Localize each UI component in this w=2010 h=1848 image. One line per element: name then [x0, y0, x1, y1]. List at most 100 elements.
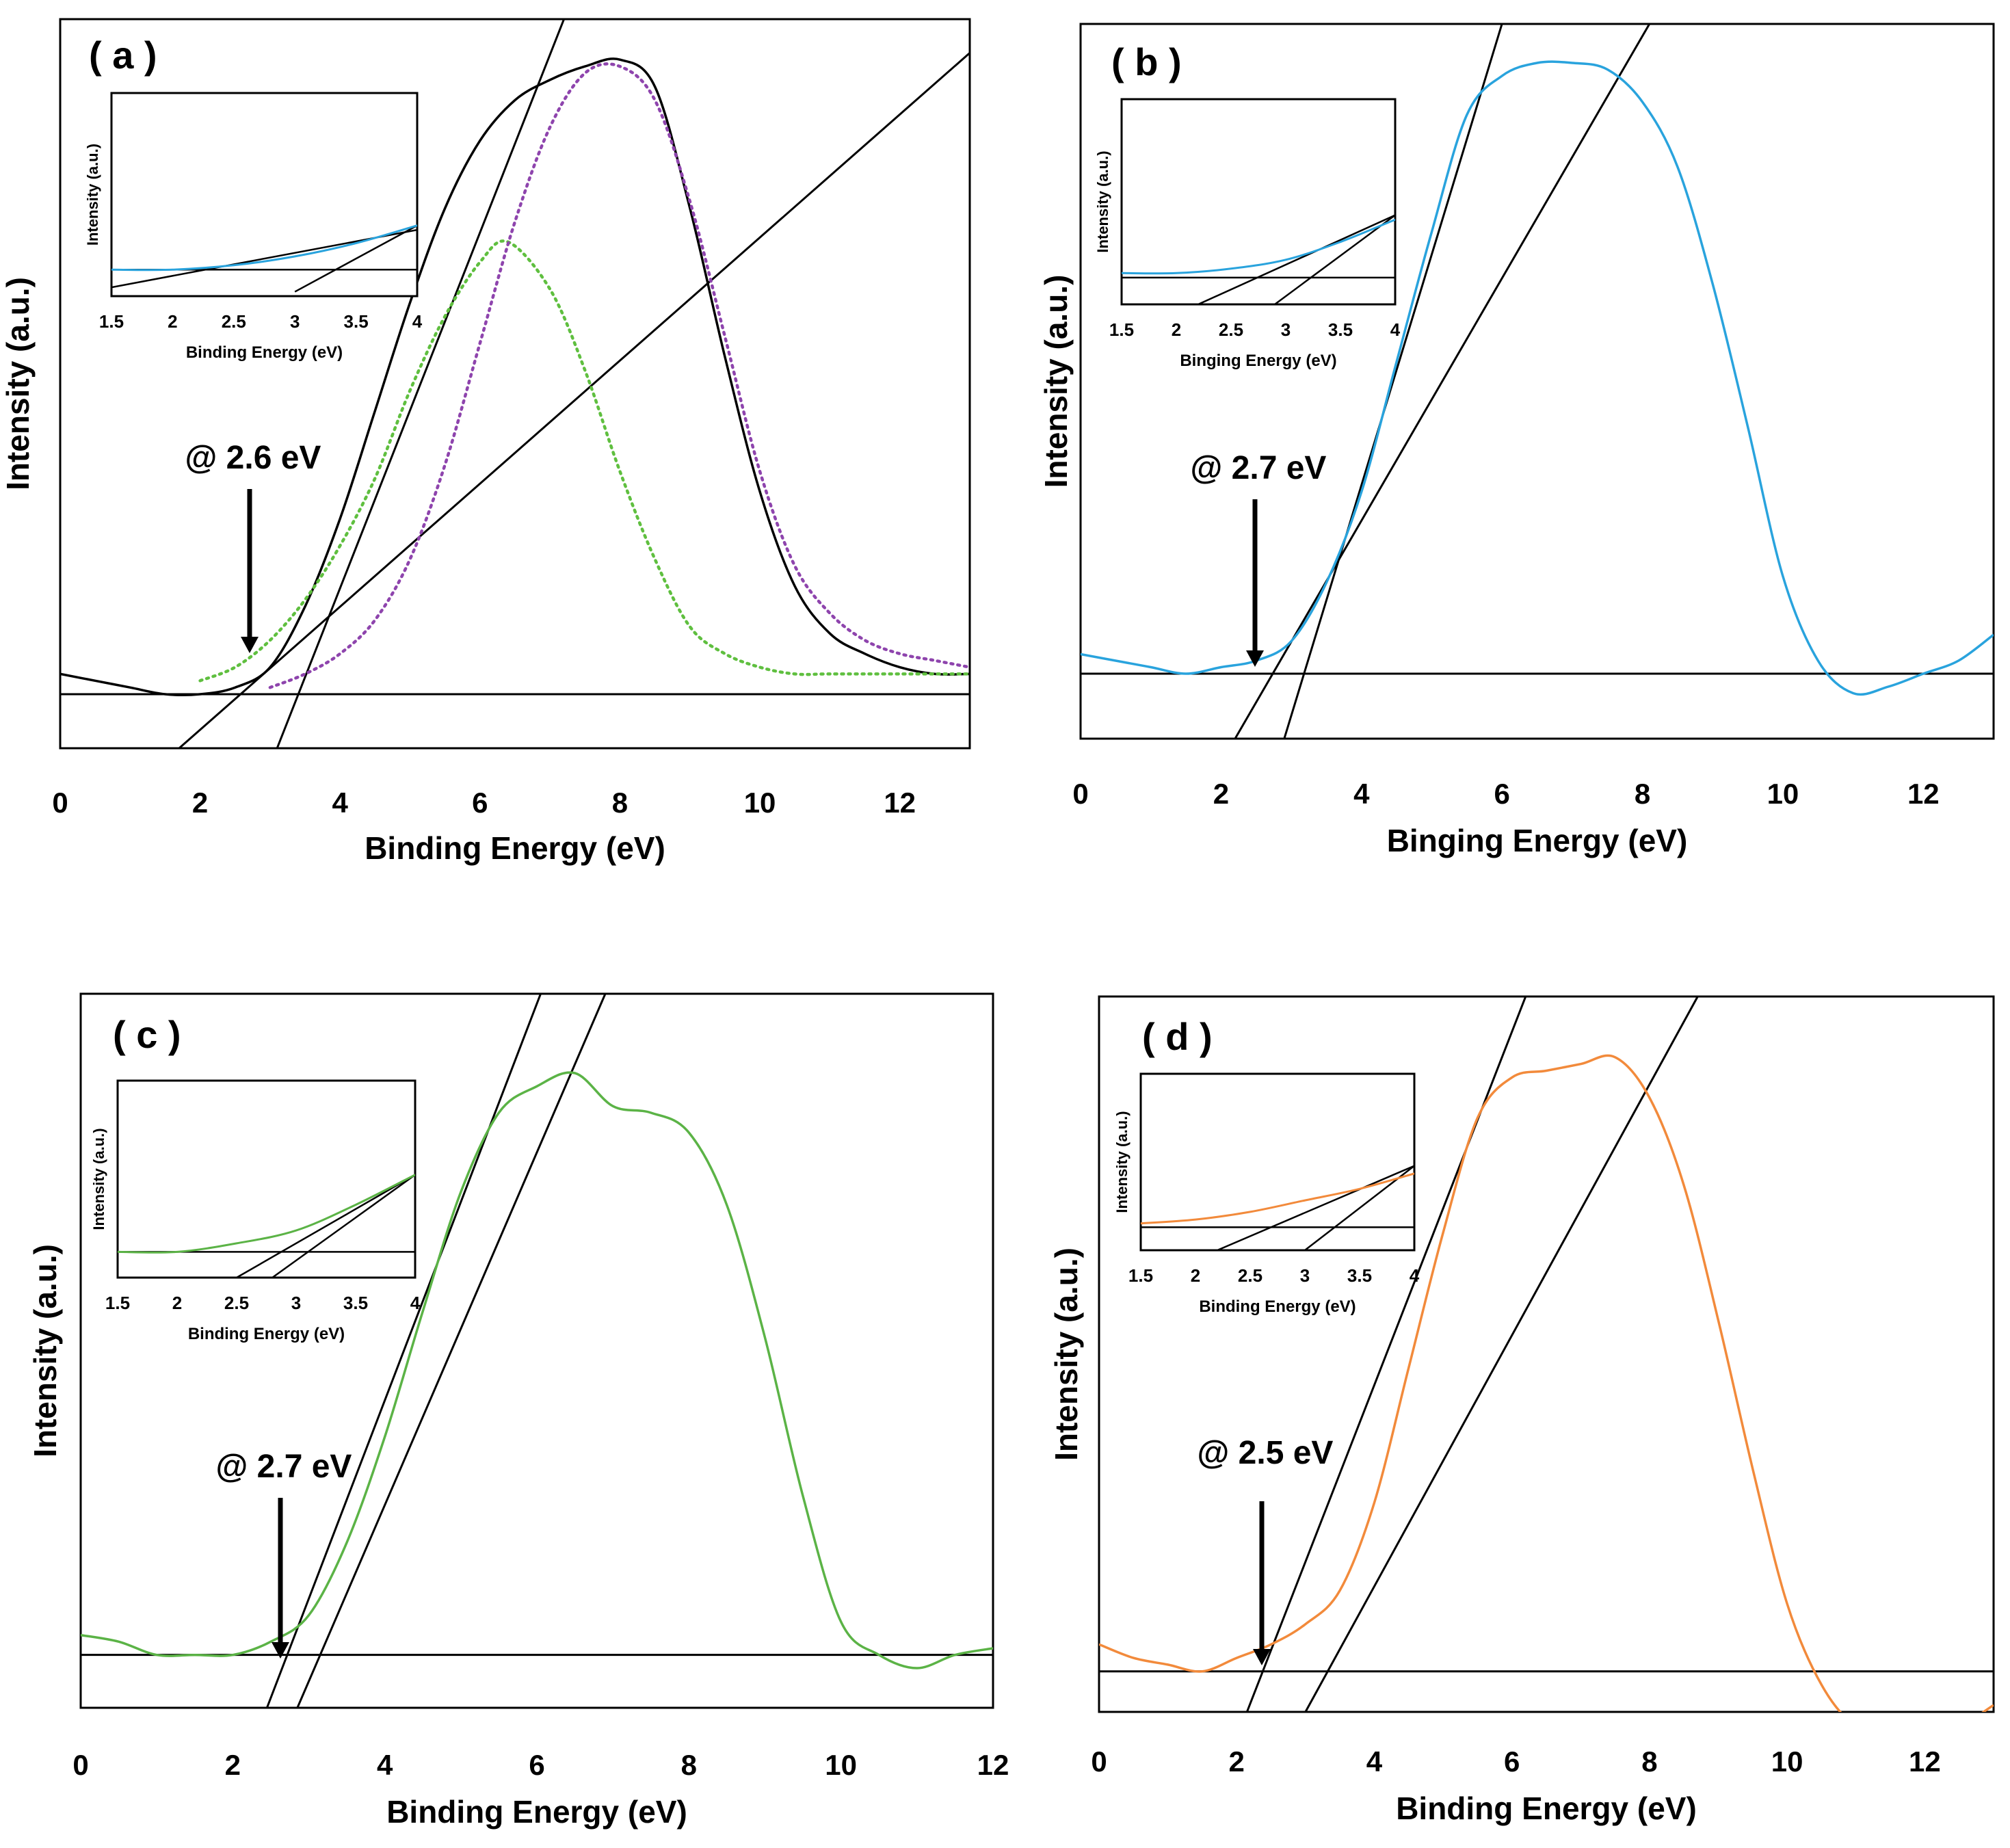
panel-b-inset-xtick-label: 4: [1390, 319, 1401, 340]
panel-c-inset-plot-area: [118, 1174, 415, 1278]
panel-b-inset-xtick-label: 3: [1281, 319, 1291, 340]
panel-b-fit-line-1: [1234, 24, 1651, 739]
panel-d-arrow-head: [1253, 1649, 1271, 1665]
panel-c-xtick-label: 10: [825, 1749, 857, 1781]
panel-a-xtick-label: 2: [192, 787, 208, 819]
panel-c-inset: 1.5 2 2.5 3 3.5 4 Binding Energy (eV) Intensity…: [90, 1079, 421, 1343]
panel-b-inset-fit-line-1: [1198, 214, 1395, 304]
panel-d-label: ( d ): [1142, 1015, 1213, 1058]
panel-c-fit-line-2: [296, 994, 607, 1708]
panel-c-inset-xtick-label: 1.5: [105, 1293, 130, 1313]
panel-a-inset-series-spectrum: [111, 224, 417, 272]
panel-b-fit-line-2: [1283, 24, 1503, 739]
panel-d-xtick-label: 10: [1771, 1745, 1803, 1778]
panel-d-inset-ylabel: Intensity (a.u.): [1113, 1111, 1130, 1213]
panel-b-label: ( b ): [1111, 40, 1182, 83]
panel-c-inset-ylabel: Intensity (a.u.): [90, 1128, 107, 1230]
panel-a-annotation: @ 2.6 eV: [185, 440, 321, 476]
panel-c: 0 2 4 6 8 10 12 Binding Energy (eV) Intensity (a…: [27, 992, 1009, 1830]
panel-c-inset-xlabel: Binding Energy (eV): [188, 1325, 345, 1343]
panel-b-inset-plot-area: [1122, 214, 1395, 304]
panel-a-xtick-label: 0: [52, 787, 68, 819]
panel-d-inset-xtick-label: 3.5: [1347, 1265, 1372, 1286]
panel-a-xtick-label: 6: [472, 787, 488, 819]
panel-b-inset-xtick-label: 2: [1172, 319, 1181, 340]
panel-a-xtick-label: 4: [332, 787, 349, 819]
panel-b-xlabel: Binging Energy (eV): [1387, 823, 1688, 858]
panel-b-xtick-label: 10: [1767, 778, 1799, 810]
panel-a-xtick-label: 10: [744, 787, 776, 819]
panel-a-inset-xlabel: Binding Energy (eV): [186, 343, 343, 362]
panel-a-fit-line-2: [276, 19, 566, 748]
panel-d-xtick-label: 6: [1504, 1745, 1520, 1778]
panel-d-series-spectrum: [1099, 1054, 1994, 1712]
panel-b-inset-frame: [1120, 98, 1397, 306]
panel-d-inset-xtick-label: 2.5: [1238, 1265, 1262, 1286]
panel-a: 0 2 4 6 8 10 12 Binding Energy (eV) Intensity (a…: [0, 18, 971, 866]
panel-c-label: ( c ): [113, 1013, 181, 1056]
panel-a-inset: 1.5 2 2.5 3 3.5 4 Binding Energy (eV) Intensity…: [84, 92, 423, 362]
panel-b-plot-area: [1081, 24, 1994, 739]
panel-c-xtick-label: 8: [681, 1749, 697, 1781]
panel-a-inset-xtick-label: 3: [290, 311, 300, 332]
panel-a-plot-area: [60, 19, 970, 748]
panel-c-inset-xtick-label: 2: [172, 1293, 182, 1313]
panel-a-inset-xtick-label: 4: [412, 311, 423, 332]
panel-d-inset-xtick-label: 3: [1300, 1265, 1310, 1286]
panel-c-xlabel: Binding Energy (eV): [386, 1794, 687, 1830]
panel-a-inset-fit-line-2: [294, 224, 417, 293]
panel-d-xtick-label: 8: [1641, 1745, 1657, 1778]
panel-b-inset-xtick-label: 3.5: [1328, 319, 1353, 340]
panel-c-plot-area: [81, 994, 993, 1708]
panel-a-inset-plot-area: [111, 224, 417, 293]
panel-c-inset-fit-line-1: [236, 1174, 415, 1278]
panel-d-inset-xtick-label: 4: [1410, 1265, 1420, 1286]
panel-b-inset-ylabel: Intensity (a.u.): [1094, 150, 1111, 252]
panel-a-series-gaussian-2: [268, 62, 970, 689]
panel-c-ylabel: Intensity (a.u.): [27, 1244, 63, 1457]
panel-b-inset-xlabel: Binging Energy (eV): [1180, 352, 1336, 370]
panel-b-series-spectrum: [1081, 60, 1994, 696]
panel-a-series-spectrum: [60, 57, 970, 697]
panel-b-ylabel: Intensity (a.u.): [1038, 275, 1074, 488]
panel-c-xtick-label: 12: [977, 1749, 1009, 1781]
panel-c-inset-xtick-label: 3: [291, 1293, 301, 1313]
panel-a-series-gaussian-1: [198, 239, 970, 683]
panel-b-xtick-label: 6: [1494, 778, 1509, 810]
panel-a-inset-xtick-label: 2.5: [222, 311, 246, 332]
panel-b-xtick-label: 8: [1635, 778, 1650, 810]
panel-b-xtick-label: 12: [1907, 778, 1940, 810]
panel-a-label: ( a ): [89, 34, 157, 77]
panel-a-fit-line-1: [178, 52, 970, 748]
panel-c-arrow-head: [272, 1642, 289, 1659]
panel-b-inset: 1.5 2 2.5 3 3.5 4 Binging Energy (eV) Intensity…: [1094, 98, 1401, 370]
panel-b-inset-xtick-label: 2.5: [1219, 319, 1243, 340]
panel-c-xtick-label: 6: [529, 1749, 544, 1781]
panel-d-ylabel: Intensity (a.u.): [1048, 1248, 1084, 1461]
panel-d-xtick-label: 12: [1909, 1745, 1941, 1778]
panel-b: 0 2 4 6 8 10 12 Binging Energy (eV) Intensity (a…: [1038, 23, 1995, 858]
panel-d-xlabel: Binding Energy (eV): [1396, 1791, 1697, 1826]
panel-d-inset-series-spectrum: [1141, 1172, 1414, 1225]
panel-a-xtick-label: 8: [612, 787, 628, 819]
panel-d-xtick-label: 0: [1091, 1745, 1107, 1778]
panel-d-fit-line-2: [1304, 996, 1699, 1712]
panel-d-xtick-label: 2: [1229, 1745, 1245, 1778]
panel-d-inset-xlabel: Binding Energy (eV): [1199, 1297, 1356, 1316]
panel-d-inset-xtick-label: 2: [1191, 1265, 1200, 1286]
panel-c-xtick-label: 0: [72, 1749, 88, 1781]
panel-c-inset-xtick-label: 2.5: [224, 1293, 249, 1313]
panel-c-inset-series-spectrum: [118, 1174, 415, 1254]
panel-b-arrow-head: [1246, 650, 1264, 667]
panel-c-fit-line-1: [265, 994, 542, 1708]
panel-c-inset-xtick-label: 4: [410, 1293, 421, 1313]
panel-a-ylabel: Intensity (a.u.): [0, 277, 36, 490]
panel-d-inset-plot-area: [1141, 1165, 1414, 1250]
panel-d-inset: 1.5 2 2.5 3 3.5 4 Binding Energy (eV) Intensity…: [1113, 1072, 1420, 1316]
panel-b-annotation: @ 2.7 eV: [1191, 450, 1327, 486]
panel-c-series-spectrum: [81, 1071, 993, 1669]
panel-b-xtick-label: 2: [1213, 778, 1229, 810]
panel-c-inset-xtick-label: 3.5: [343, 1293, 368, 1313]
panel-b-inset-series-spectrum: [1122, 218, 1395, 275]
